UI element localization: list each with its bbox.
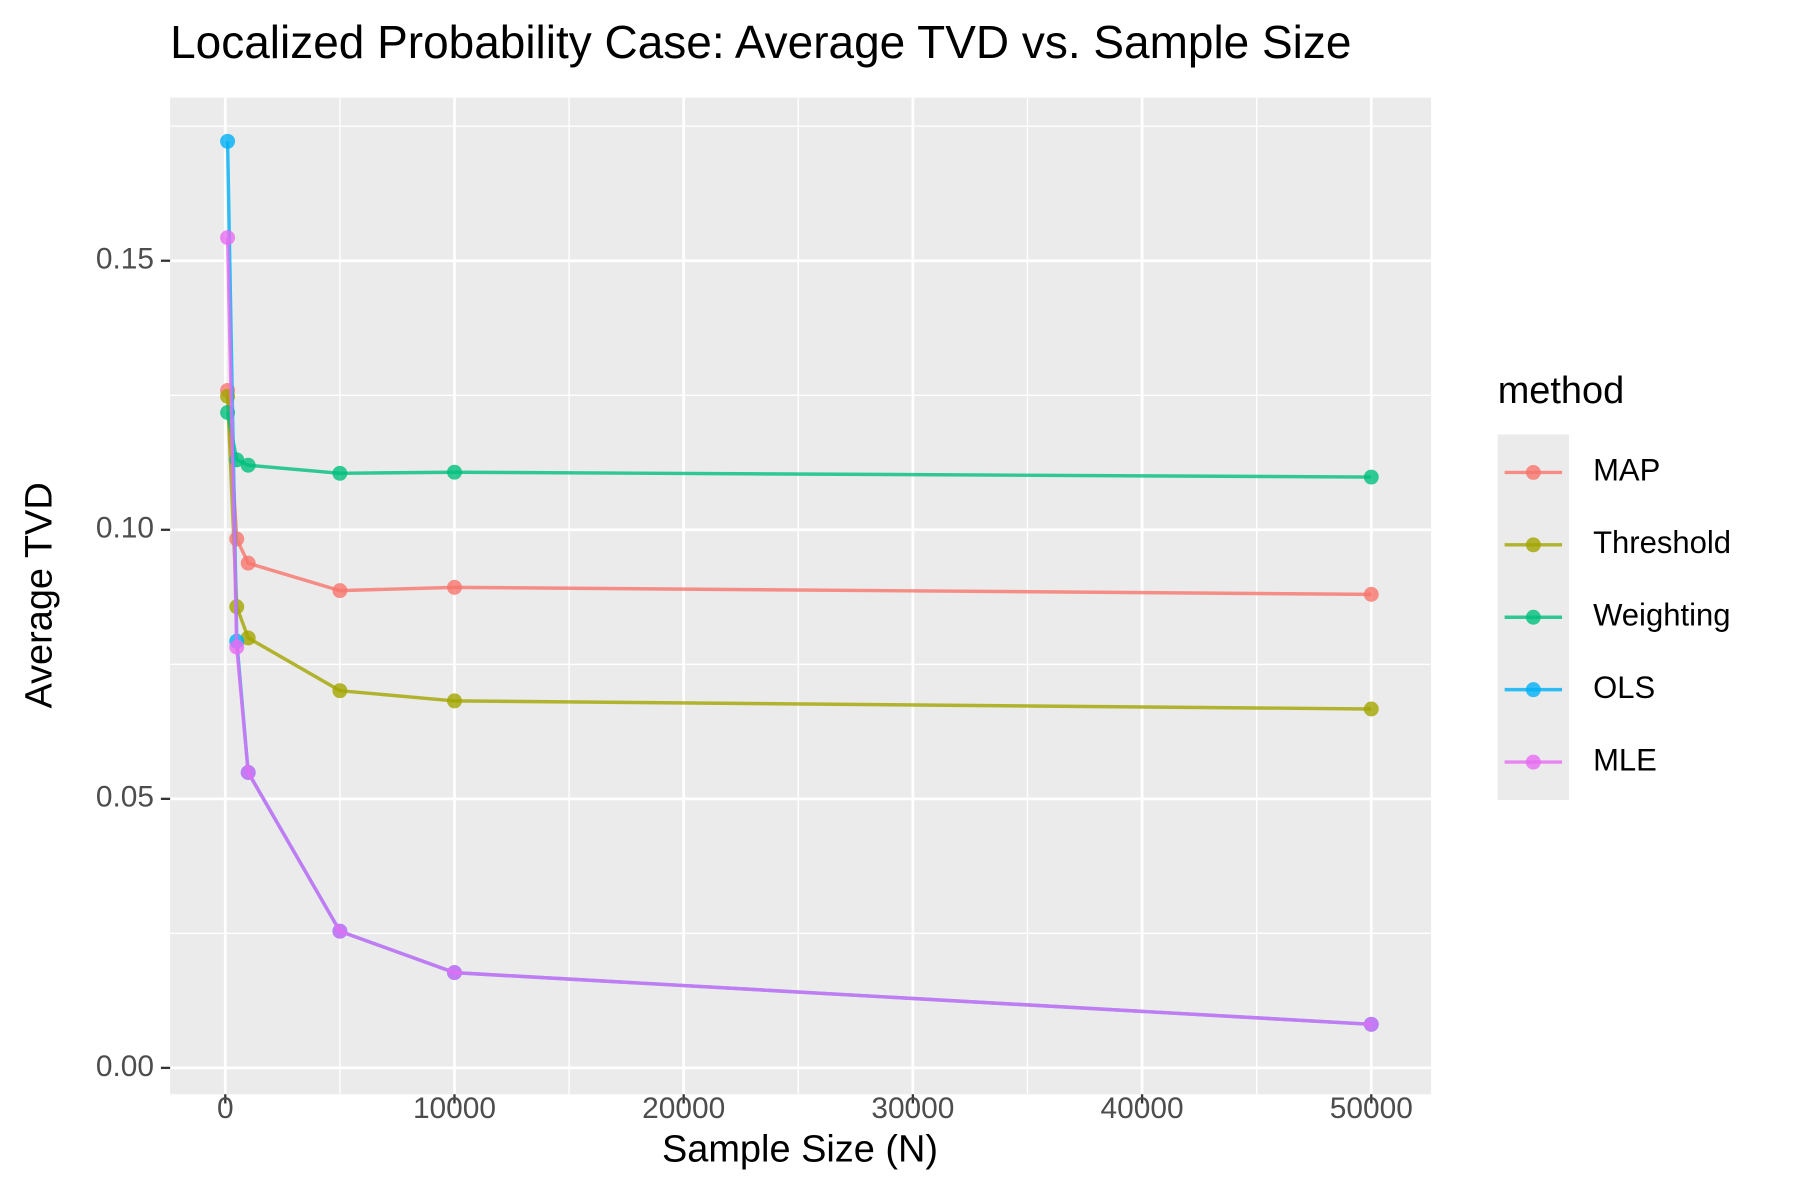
point bbox=[332, 583, 348, 599]
point bbox=[1363, 1016, 1379, 1032]
x-tick-label: 10000 bbox=[413, 1092, 496, 1125]
x-tick-label: 20000 bbox=[642, 1092, 725, 1125]
x-tick-label: 40000 bbox=[1101, 1092, 1184, 1125]
point bbox=[447, 965, 462, 981]
y-tick-label: 0.15 bbox=[96, 243, 154, 276]
marks bbox=[220, 133, 1379, 1032]
legend-key-point bbox=[1525, 682, 1541, 698]
point bbox=[240, 555, 256, 571]
legend-key-point bbox=[1525, 754, 1541, 770]
x-tick-label: 30000 bbox=[871, 1092, 954, 1125]
chart-title: Localized Probability Case: Average TVD … bbox=[170, 16, 1351, 68]
y-tick-label: 0.00 bbox=[96, 1050, 154, 1083]
point bbox=[1363, 701, 1379, 717]
point bbox=[240, 457, 256, 473]
point bbox=[1363, 469, 1379, 485]
point bbox=[447, 579, 462, 595]
legend-label: MLE bbox=[1593, 742, 1657, 777]
series-line bbox=[225, 237, 1372, 1027]
point bbox=[229, 639, 245, 655]
panel bbox=[170, 97, 1432, 1095]
point bbox=[447, 693, 462, 709]
y-axis-title: Average TVD bbox=[18, 482, 60, 708]
legend-key-point bbox=[1525, 464, 1541, 480]
point bbox=[229, 531, 245, 547]
x-tick-label: 0 bbox=[217, 1092, 234, 1125]
point bbox=[332, 465, 348, 481]
point bbox=[1363, 586, 1379, 602]
legend-label: OLS bbox=[1593, 670, 1655, 705]
point bbox=[447, 464, 462, 480]
point bbox=[220, 133, 236, 149]
legend-title: method bbox=[1498, 370, 1625, 412]
y-tick-label: 0.05 bbox=[96, 781, 154, 814]
grid: 0 10000 20000 30000 40000 50000 0.00 0.05 0.10 0.… bbox=[96, 97, 1432, 1125]
legend: MAP Threshold Weighting OLS MLE bbox=[1497, 434, 1731, 800]
x-axis-title: Sample Size (N) bbox=[662, 1129, 938, 1171]
point bbox=[240, 630, 256, 646]
point bbox=[332, 683, 348, 699]
legend-key-point bbox=[1525, 609, 1541, 625]
point bbox=[332, 923, 348, 939]
x-tick-label: 50000 bbox=[1330, 1092, 1413, 1125]
legend-label: Threshold bbox=[1593, 525, 1731, 560]
legend-label: MAP bbox=[1593, 453, 1660, 488]
legend-label: Weighting bbox=[1593, 597, 1730, 632]
legend-key-point bbox=[1525, 537, 1541, 553]
y-tick-label: 0.10 bbox=[96, 512, 154, 545]
point bbox=[240, 765, 256, 780]
series-line bbox=[225, 412, 1372, 479]
point bbox=[220, 230, 236, 246]
